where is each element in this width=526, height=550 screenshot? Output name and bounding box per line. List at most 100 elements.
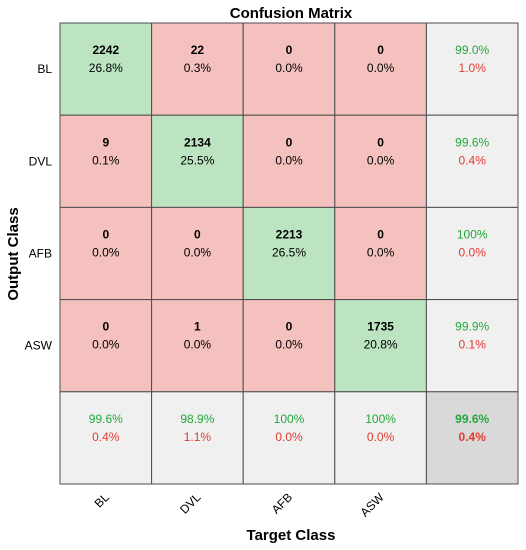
y-axis-title: Output Class — [5, 207, 22, 300]
column-tick-label: DVL — [177, 490, 204, 517]
matrix-cell: 99.6% 0.4% — [59, 391, 153, 485]
summary-correct-label: 98.9% — [180, 412, 214, 426]
cell-count-label: 1735 — [367, 320, 394, 334]
cell-count-label: 2134 — [184, 135, 211, 149]
cell-percent-label: 0.0% — [184, 338, 212, 352]
cell-background — [425, 114, 519, 208]
cell-percent-label: 0.0% — [275, 338, 303, 352]
row-tick-label: AFB — [29, 247, 52, 261]
cell-count-label: 0 — [286, 135, 293, 149]
cell-background — [334, 206, 427, 301]
row-tick-label: DVL — [29, 154, 53, 168]
summary-error-label: 1.1% — [184, 430, 212, 444]
matrix-cell: 0 0.0% — [59, 299, 153, 393]
cell-percent-label: 25.5% — [180, 153, 214, 167]
cell-count-label: 0 — [286, 320, 293, 334]
matrix-cell: 1 0.0% — [151, 299, 244, 393]
matrix-cell: 0 0.0% — [151, 206, 244, 301]
x-axis-title: Target Class — [247, 527, 336, 544]
cell-count-label: 2213 — [276, 228, 303, 242]
cell-background — [334, 299, 427, 393]
matrix-cell: 99.6% 0.4% — [425, 114, 519, 208]
summary-correct-label: 99.6% — [455, 412, 489, 426]
summary-error-label: 0.4% — [459, 430, 487, 444]
matrix-cell: 100% 0.0% — [242, 391, 336, 485]
cell-percent-label: 0.0% — [367, 153, 395, 167]
summary-correct-label: 100% — [457, 228, 488, 242]
matrix-cell: 99.9% 0.1% — [425, 299, 519, 393]
matrix-cell: 2213 26.5% — [242, 206, 336, 301]
column-tick-label: ASW — [357, 490, 387, 520]
matrix-cell: 0 0.0% — [334, 114, 427, 208]
cell-percent-label: 20.8% — [364, 338, 398, 352]
matrix-cell: 22 0.3% — [151, 22, 244, 116]
matrix-cell: 2134 25.5% — [151, 114, 244, 208]
cell-background — [242, 114, 336, 208]
summary-error-label: 0.0% — [275, 430, 303, 444]
cell-background — [151, 22, 244, 116]
cell-background — [59, 22, 153, 116]
matrix-cell: 0 0.0% — [334, 206, 427, 301]
cell-background — [242, 22, 336, 116]
summary-correct-label: 99.6% — [455, 135, 489, 149]
cell-background — [425, 299, 519, 393]
summary-correct-label: 99.9% — [455, 320, 489, 334]
matrix-cell: 0 0.0% — [242, 114, 336, 208]
cell-count-label: 2242 — [92, 43, 119, 57]
summary-correct-label: 99.6% — [89, 412, 123, 426]
matrix-cells: 2242 26.8% 22 0.3% 0 0.0% 0 0.0% 99.0% 1.0% 9 0.1% 2… — [59, 22, 519, 485]
column-tick-label: AFB — [269, 490, 295, 516]
matrix-cell: 100% 0.0% — [334, 391, 427, 485]
summary-error-label: 0.1% — [459, 338, 487, 352]
matrix-cell: 98.9% 1.1% — [151, 391, 244, 485]
cell-percent-label: 0.1% — [92, 153, 120, 167]
cell-background — [242, 206, 336, 301]
cell-count-label: 0 — [102, 228, 109, 242]
matrix-cell: 2242 26.8% — [59, 22, 153, 116]
cell-background — [59, 114, 153, 208]
cell-background — [425, 22, 519, 116]
summary-error-label: 0.0% — [367, 430, 395, 444]
row-tick-label: BL — [37, 62, 52, 76]
cell-percent-label: 0.0% — [367, 61, 395, 75]
matrix-cell: 9 0.1% — [59, 114, 153, 208]
cell-background — [59, 391, 153, 485]
cell-count-label: 0 — [194, 228, 201, 242]
cell-background — [151, 299, 244, 393]
cell-background — [59, 299, 153, 393]
cell-background — [151, 206, 244, 301]
cell-background — [242, 299, 336, 393]
matrix-cell: 99.0% 1.0% — [425, 22, 519, 116]
matrix-cell: 100% 0.0% — [425, 206, 519, 301]
column-tick-label: BL — [92, 490, 113, 511]
summary-correct-label: 100% — [365, 412, 396, 426]
summary-error-label: 0.4% — [459, 153, 487, 167]
cell-count-label: 0 — [377, 135, 384, 149]
matrix-cell: 0 0.0% — [334, 22, 427, 116]
summary-error-label: 0.0% — [459, 246, 487, 260]
cell-background — [151, 391, 244, 485]
cell-percent-label: 0.0% — [92, 246, 120, 260]
matrix-cell: 99.6% 0.4% — [425, 391, 519, 485]
cell-count-label: 0 — [102, 320, 109, 334]
cell-percent-label: 26.8% — [89, 61, 123, 75]
cell-count-label: 9 — [102, 135, 109, 149]
summary-correct-label: 100% — [274, 412, 305, 426]
cell-percent-label: 0.3% — [184, 61, 212, 75]
matrix-cell: 1735 20.8% — [334, 299, 427, 393]
cell-count-label: 1 — [194, 320, 201, 334]
cell-percent-label: 0.0% — [275, 61, 303, 75]
cell-percent-label: 26.5% — [272, 246, 306, 260]
matrix-cell: 0 0.0% — [242, 299, 336, 393]
chart-title: Confusion Matrix — [230, 5, 353, 22]
cell-count-label: 0 — [377, 43, 384, 57]
cell-background — [425, 391, 519, 485]
cell-background — [334, 22, 427, 116]
cell-count-label: 22 — [191, 43, 205, 57]
cell-percent-label: 0.0% — [92, 338, 120, 352]
summary-error-label: 1.0% — [459, 61, 487, 75]
cell-percent-label: 0.0% — [367, 246, 395, 260]
summary-correct-label: 99.0% — [455, 43, 489, 57]
summary-error-label: 0.4% — [92, 430, 120, 444]
cell-background — [242, 391, 336, 485]
